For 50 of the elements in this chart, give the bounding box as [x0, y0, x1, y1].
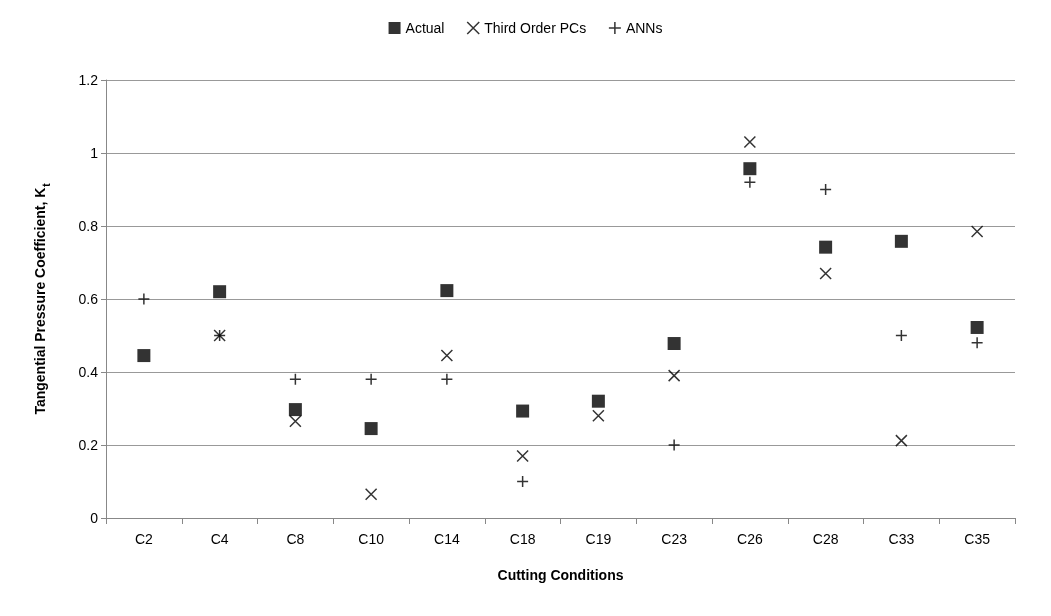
point [213, 285, 227, 299]
x-tick-label: C8 [286, 531, 305, 547]
x-tick-label: C18 [509, 531, 536, 547]
point [819, 183, 832, 196]
x-tick-label: C4 [210, 531, 229, 547]
point [970, 225, 984, 238]
y-tick-label: 0.6 [78, 291, 99, 307]
point [516, 404, 530, 418]
point [743, 162, 757, 176]
y-tick-label: 0.8 [78, 218, 99, 234]
point [970, 320, 984, 334]
y-tick-label: 0.2 [78, 437, 99, 453]
point [516, 449, 529, 463]
y-tick-label: 1.2 [78, 72, 99, 88]
y-tick-label: 0 [90, 510, 99, 526]
point [667, 369, 681, 382]
x-tick-label: C35 [964, 531, 991, 547]
point [137, 349, 151, 363]
y-tick-label: 1 [90, 145, 99, 161]
x-tick-label: C28 [812, 531, 839, 547]
x-tick-label: C26 [737, 531, 763, 547]
point [288, 403, 302, 417]
point [743, 135, 757, 149]
y-tick-label: 0.4 [78, 364, 99, 380]
x-tick-label: C23 [661, 531, 688, 547]
x-tick-label: C19 [585, 531, 612, 547]
point [819, 267, 832, 280]
point [667, 337, 681, 351]
legend-label: Actual [405, 20, 445, 36]
x-axis-title: Cutting Conditions [497, 567, 624, 583]
point [440, 284, 454, 298]
point [516, 475, 529, 488]
point [819, 240, 833, 254]
y-axis-title: Tangential Pressure Coefficient, Kt [32, 182, 52, 415]
x-tick-label: C10 [358, 531, 385, 547]
point [895, 434, 908, 447]
x-tick-label: C33 [888, 531, 915, 547]
x-tick-label: C14 [434, 531, 460, 547]
point [895, 329, 908, 342]
point [894, 234, 908, 248]
point [364, 488, 378, 501]
point [591, 394, 605, 408]
point [289, 373, 302, 386]
point [364, 422, 378, 436]
point [289, 415, 302, 428]
x-tick-label: C2 [134, 531, 154, 547]
point [440, 349, 454, 362]
legend-label: Third Order PCs [484, 20, 587, 36]
point [592, 409, 605, 423]
legend-label: ANNs [625, 20, 663, 36]
